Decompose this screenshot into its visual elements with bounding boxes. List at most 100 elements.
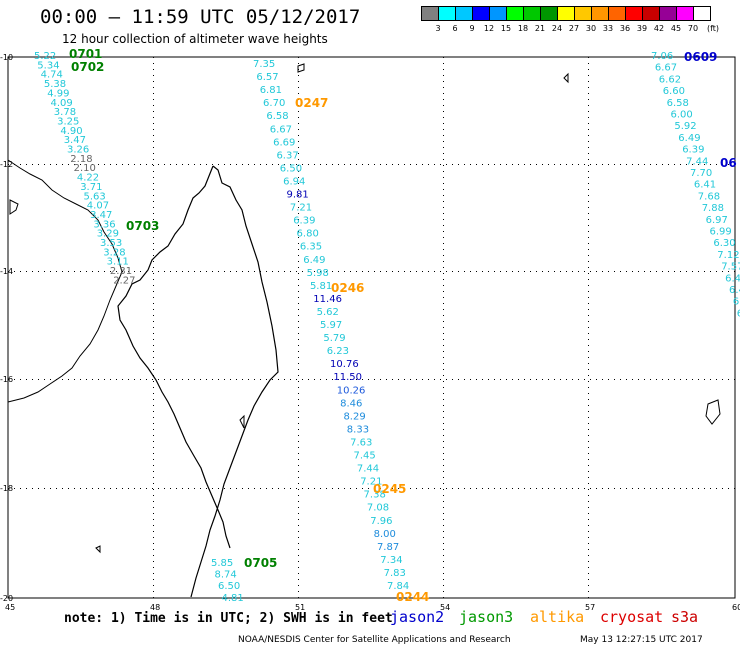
grid-dot xyxy=(588,531,589,532)
grid-dot xyxy=(710,488,711,489)
grid-dot xyxy=(8,488,9,489)
grid-dot xyxy=(338,379,339,380)
swh-value-middle: 6.81 xyxy=(260,85,282,96)
grid-dot xyxy=(298,285,299,286)
grid-dot xyxy=(443,111,444,112)
grid-dot xyxy=(380,379,381,380)
grid-dot xyxy=(153,255,154,256)
grid-dot xyxy=(153,549,154,550)
grid-dot xyxy=(692,379,693,380)
grid-dot xyxy=(443,555,444,556)
grid-dot xyxy=(588,441,589,442)
grid-dot xyxy=(153,501,154,502)
grid-dot xyxy=(588,471,589,472)
grid-dot xyxy=(443,69,444,70)
grid-dot xyxy=(80,379,81,380)
grid-dot xyxy=(242,488,243,489)
grid-dot xyxy=(470,488,471,489)
grid-dot xyxy=(320,488,321,489)
grid-dot xyxy=(416,164,417,165)
grid-dot xyxy=(298,363,299,364)
grid-dot xyxy=(218,164,219,165)
grid-dot xyxy=(158,271,159,272)
grid-dot xyxy=(298,195,299,196)
grid-dot xyxy=(296,488,297,489)
grid-dot xyxy=(298,573,299,574)
grid-dot xyxy=(638,379,639,380)
grid-dot xyxy=(443,171,444,172)
legend-item-jason3: jason3 xyxy=(459,608,514,626)
grid-dot xyxy=(632,488,633,489)
grid-dot xyxy=(298,177,299,178)
grid-dot xyxy=(152,271,153,272)
grid-dot xyxy=(153,573,154,574)
swh-value-left: 2.31 xyxy=(110,266,132,277)
grid-dot xyxy=(14,488,15,489)
pass-label: 06 xyxy=(720,156,737,170)
grid-dot xyxy=(356,488,357,489)
scale-label: 45 xyxy=(670,24,682,33)
grid-dot xyxy=(650,271,651,272)
grid-dot xyxy=(298,471,299,472)
grid-dot xyxy=(298,501,299,502)
grid-dot xyxy=(212,271,213,272)
grid-dot xyxy=(298,561,299,562)
grid-dot xyxy=(164,271,165,272)
grid-dot xyxy=(588,597,589,598)
grid-dot xyxy=(626,379,627,380)
grid-dot xyxy=(428,271,429,272)
grid-dot xyxy=(153,117,154,118)
grid-dot xyxy=(443,471,444,472)
grid-dot xyxy=(698,164,699,165)
grid-dot xyxy=(194,488,195,489)
grid-dot xyxy=(386,164,387,165)
grid-dot xyxy=(650,164,651,165)
grid-dot xyxy=(326,488,327,489)
grid-dot xyxy=(134,271,135,272)
grid-dot xyxy=(350,379,351,380)
grid-dot xyxy=(392,271,393,272)
grid-dot xyxy=(153,597,154,598)
grid-dot xyxy=(8,164,9,165)
lon-label: 51 xyxy=(295,603,305,612)
grid-dot xyxy=(494,271,495,272)
grid-dot xyxy=(443,123,444,124)
swh-value-middle: 5.81 xyxy=(310,281,332,292)
swh-value-left: 3.25 xyxy=(57,116,79,127)
swh-value-left: 3.29 xyxy=(97,229,119,240)
grid-dot xyxy=(153,393,154,394)
grid-dot xyxy=(506,164,507,165)
grid-dot xyxy=(542,379,543,380)
grid-dot xyxy=(452,488,453,489)
grid-dot xyxy=(443,147,444,148)
pass-label: 0247 xyxy=(295,96,328,110)
grid-dot xyxy=(638,164,639,165)
grid-dot xyxy=(536,271,537,272)
grid-dot xyxy=(722,271,723,272)
grid-dot xyxy=(588,489,589,490)
grid-dot xyxy=(170,271,171,272)
swh-value-middle: 7.84 xyxy=(387,581,409,592)
grid-dot xyxy=(153,585,154,586)
grid-dot xyxy=(356,164,357,165)
grid-dot xyxy=(298,189,299,190)
grid-dot xyxy=(153,165,154,166)
grid-dot xyxy=(254,271,255,272)
grid-dot xyxy=(140,379,141,380)
grid-dot xyxy=(153,309,154,310)
grid-dot xyxy=(153,417,154,418)
grid-dot xyxy=(588,135,589,136)
grid-dot xyxy=(153,297,154,298)
grid-dot xyxy=(443,195,444,196)
grid-dot xyxy=(38,164,39,165)
grid-dot xyxy=(416,379,417,380)
grid-dot xyxy=(298,141,299,142)
swh-value-left: 5.38 xyxy=(44,79,66,90)
lat-label: -20 xyxy=(0,594,13,603)
grid-dot xyxy=(500,488,501,489)
grid-dot xyxy=(140,164,141,165)
grid-dot xyxy=(153,555,154,556)
grid-dot xyxy=(206,488,207,489)
grid-dot xyxy=(644,164,645,165)
grid-dot xyxy=(320,379,321,380)
